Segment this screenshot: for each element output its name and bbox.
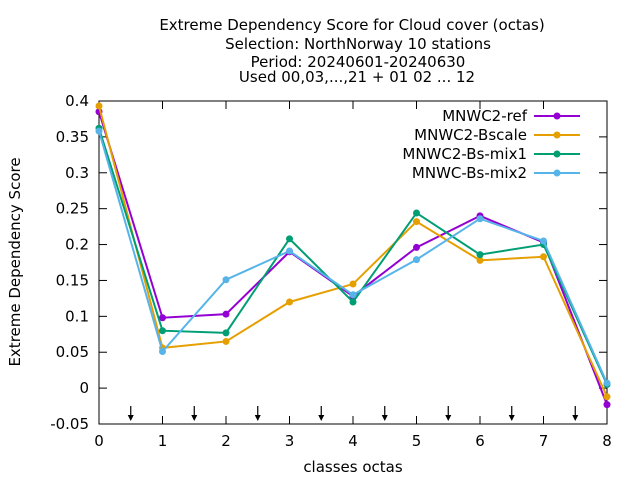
data-point xyxy=(413,243,420,251)
class-boundary-arrows xyxy=(127,406,579,421)
x-tick-label: 8 xyxy=(602,432,612,450)
arrow-head xyxy=(508,415,515,421)
arrow-head xyxy=(381,415,388,421)
data-point xyxy=(286,235,293,243)
data-point xyxy=(476,215,484,223)
title-line-2: Selection: NorthNorway 10 stations xyxy=(225,35,491,53)
y-tick-label: 0.2 xyxy=(65,236,89,254)
y-tick-label: 0.35 xyxy=(56,128,89,146)
x-tick-label: 4 xyxy=(348,432,358,450)
data-point xyxy=(222,276,230,284)
plot-frame xyxy=(98,100,608,425)
down-arrow-icon xyxy=(127,406,134,421)
data-point xyxy=(413,209,420,217)
legend-label: MNWC2-ref xyxy=(442,107,527,125)
legend-swatch-point xyxy=(553,150,561,158)
data-point xyxy=(349,298,357,306)
data-point xyxy=(159,348,166,356)
y-tick-label: 0.3 xyxy=(65,164,89,182)
x-axis-label: classes octas xyxy=(303,458,403,476)
title-line-3: Period: 20240601-20240630 xyxy=(251,53,466,71)
legend-label: MNWC2-Bscale xyxy=(414,126,527,144)
arrow-head xyxy=(254,415,261,421)
data-point xyxy=(603,393,611,401)
down-arrow-icon xyxy=(381,406,388,421)
legend-item: MNWC-Bs-mix2 xyxy=(412,164,580,182)
legend-item: MNWC2-ref xyxy=(442,107,580,125)
x-tick-label: 6 xyxy=(475,432,485,450)
title-line-1: Extreme Dependency Score for Cloud cover… xyxy=(159,16,544,34)
data-point xyxy=(159,327,166,335)
y-tick-label: 0.15 xyxy=(56,271,89,289)
data-point xyxy=(603,401,611,409)
y-axis-label: Extreme Dependency Score xyxy=(6,157,24,366)
data-point xyxy=(222,337,230,345)
down-arrow-icon xyxy=(445,406,452,421)
legend: MNWC2-refMNWC2-BscaleMNWC2-Bs-mix1MNWC-B… xyxy=(402,107,580,182)
legend-swatch-point xyxy=(553,131,561,139)
data-point xyxy=(476,251,484,259)
data-point xyxy=(222,310,230,318)
arrow-head xyxy=(445,415,452,421)
data-point xyxy=(95,127,103,135)
legend-label: MNWC-Bs-mix2 xyxy=(412,164,527,182)
series-layer xyxy=(95,102,611,409)
arrow-head xyxy=(191,415,198,421)
chart-title: Extreme Dependency Score for Cloud cover… xyxy=(159,16,544,86)
data-point xyxy=(603,379,611,387)
data-point xyxy=(413,218,420,226)
down-arrow-icon xyxy=(191,406,198,421)
y-tick-label: -0.05 xyxy=(50,415,89,433)
y-tick-label: 0 xyxy=(79,379,89,397)
arrow-head xyxy=(318,415,325,421)
data-point xyxy=(413,256,420,264)
x-tick-label: 1 xyxy=(158,432,168,450)
data-point xyxy=(159,314,166,322)
data-point xyxy=(222,329,230,337)
data-point xyxy=(286,298,293,306)
legend-swatch-point xyxy=(553,112,561,120)
arrow-head xyxy=(572,415,579,421)
down-arrow-icon xyxy=(572,406,579,421)
down-arrow-icon xyxy=(318,406,325,421)
series-2 xyxy=(95,102,611,401)
y-tick-label: 0.4 xyxy=(65,92,89,110)
y-tick-label: 0.1 xyxy=(65,307,89,325)
data-point xyxy=(349,280,357,288)
data-point xyxy=(349,291,357,299)
y-tick-label: 0.25 xyxy=(56,200,89,218)
y-axis-ticks: -0.05 0 0.05 0.1 0.15 0.2 0.25 0.3 0.35 0.4 xyxy=(50,92,607,433)
title-line-4: Used 00,03,...,21 + 01 02 ... 12 xyxy=(239,68,475,86)
legend-item: MNWC2-Bscale xyxy=(414,126,580,144)
data-point xyxy=(286,247,293,255)
data-point xyxy=(540,253,547,261)
down-arrow-icon xyxy=(254,406,261,421)
down-arrow-icon xyxy=(508,406,515,421)
data-point xyxy=(95,102,103,110)
legend-item: MNWC2-Bs-mix1 xyxy=(402,145,580,163)
data-point xyxy=(540,237,547,245)
x-tick-label: 7 xyxy=(539,432,549,450)
series-3 xyxy=(95,124,611,389)
legend-label: MNWC2-Bs-mix1 xyxy=(402,145,527,163)
x-tick-label: 5 xyxy=(412,432,422,450)
x-tick-label: 0 xyxy=(94,432,104,450)
y-tick-label: 0.05 xyxy=(56,343,89,361)
x-tick-label: 3 xyxy=(285,432,295,450)
arrow-head xyxy=(127,415,134,421)
data-point xyxy=(476,256,484,264)
x-tick-label: 2 xyxy=(221,432,231,450)
series-4 xyxy=(95,127,611,387)
legend-swatch-point xyxy=(553,169,561,177)
series-line xyxy=(98,105,608,398)
